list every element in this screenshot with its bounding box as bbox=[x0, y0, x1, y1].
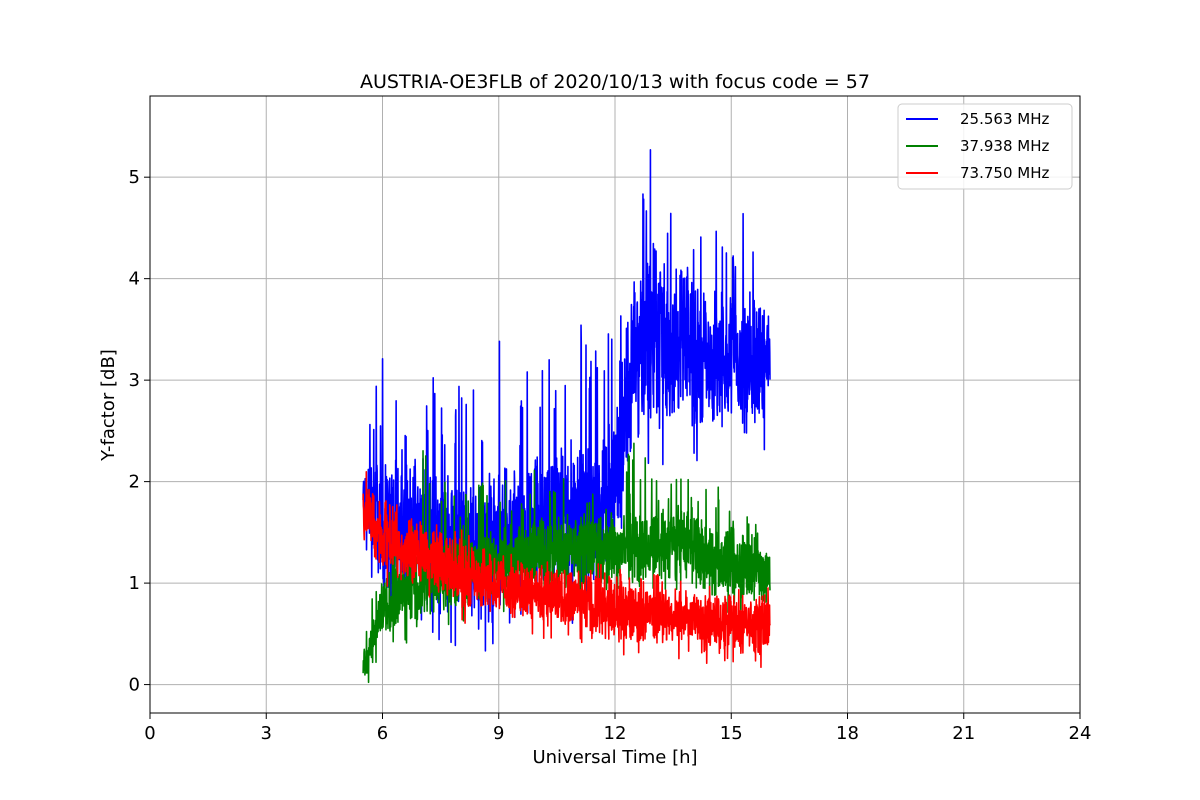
y-tick-label: 5 bbox=[129, 167, 140, 188]
y-tick-label: 0 bbox=[129, 675, 140, 696]
x-tick-label: 24 bbox=[1069, 723, 1092, 744]
x-tick-label: 18 bbox=[836, 723, 859, 744]
y-tick-label: 3 bbox=[129, 370, 140, 391]
x-tick-label: 3 bbox=[261, 723, 272, 744]
y-tick-label: 4 bbox=[129, 269, 140, 290]
y-tick-label: 2 bbox=[129, 472, 140, 493]
x-axis-label: Universal Time [h] bbox=[532, 747, 697, 768]
x-tick-label: 9 bbox=[493, 723, 504, 744]
y-axis-label: Y-factor [dB] bbox=[98, 349, 119, 462]
legend-box bbox=[897, 103, 1073, 190]
x-tick-label: 21 bbox=[952, 723, 975, 744]
series-line-2 bbox=[362, 442, 771, 684]
series-layer bbox=[362, 149, 771, 684]
y-tick-label: 1 bbox=[129, 573, 140, 594]
x-tick-label: 0 bbox=[144, 723, 155, 744]
legend-label-1: 25.563 MHz bbox=[960, 110, 1049, 128]
legend: 25.563 MHz 37.938 MHz 73.750 MHz bbox=[897, 103, 1073, 190]
x-tick-label: 6 bbox=[377, 723, 388, 744]
x-tick-label: 15 bbox=[720, 723, 743, 744]
series-line-3 bbox=[362, 470, 771, 669]
legend-label-2: 37.938 MHz bbox=[960, 137, 1049, 155]
chart-title: AUSTRIA-OE3FLB of 2020/10/13 with focus … bbox=[360, 71, 870, 93]
x-tick-label: 12 bbox=[604, 723, 627, 744]
legend-label-3: 73.750 MHz bbox=[960, 164, 1049, 182]
